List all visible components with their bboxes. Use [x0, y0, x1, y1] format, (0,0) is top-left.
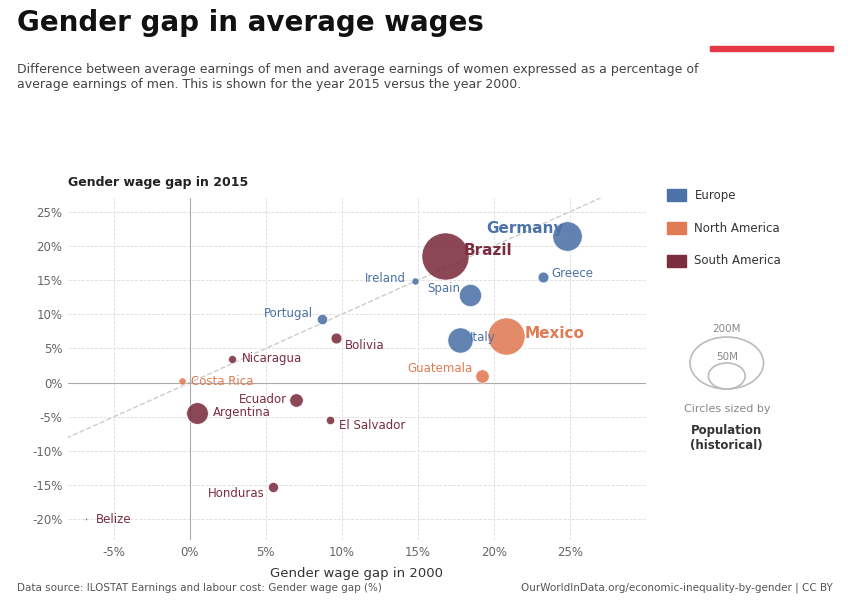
Point	[315, 314, 329, 324]
Text: Population
(historical): Population (historical)	[690, 424, 763, 452]
Text: Circles sized by: Circles sized by	[683, 404, 770, 414]
Text: OurWorldInData.org/economic-inequality-by-gender | CC BY: OurWorldInData.org/economic-inequality-b…	[521, 582, 833, 593]
FancyBboxPatch shape	[710, 46, 833, 51]
Point	[323, 415, 337, 425]
Text: Germany: Germany	[486, 221, 564, 236]
Point	[560, 231, 574, 241]
Point	[536, 272, 549, 281]
Point	[289, 395, 303, 404]
Text: Data source: ILOSTAT Earnings and labour cost: Gender wage gap (%): Data source: ILOSTAT Earnings and labour…	[17, 583, 382, 593]
Text: South America: South America	[694, 254, 781, 268]
Text: El Salvador: El Salvador	[339, 419, 405, 432]
Text: 50M: 50M	[716, 352, 738, 362]
Text: Difference between average earnings of men and average earnings of women express: Difference between average earnings of m…	[17, 63, 699, 91]
Text: Costa Rica: Costa Rica	[191, 375, 253, 388]
Point	[454, 335, 468, 345]
Point	[175, 377, 189, 386]
Point	[329, 334, 343, 343]
Point	[267, 482, 280, 491]
Text: North America: North America	[694, 221, 780, 235]
Text: Bolivia: Bolivia	[345, 338, 384, 352]
Text: Belize: Belize	[95, 513, 131, 526]
X-axis label: Gender wage gap in 2000: Gender wage gap in 2000	[270, 567, 444, 580]
Text: Argentina: Argentina	[212, 406, 270, 419]
Text: Greece: Greece	[552, 268, 593, 280]
Text: Ecuador: Ecuador	[239, 393, 287, 406]
Point	[462, 290, 476, 300]
Text: Guatemala: Guatemala	[407, 362, 473, 376]
Point	[439, 251, 452, 261]
Text: Italy: Italy	[469, 331, 496, 344]
Text: Ireland: Ireland	[365, 272, 405, 285]
Point	[190, 408, 204, 418]
Text: Brazil: Brazil	[463, 243, 512, 258]
Text: Our World: Our World	[738, 13, 805, 26]
Text: Mexico: Mexico	[524, 326, 584, 341]
Text: in Data: in Data	[747, 29, 796, 42]
Point	[225, 354, 239, 364]
Text: Gender gap in average wages: Gender gap in average wages	[17, 9, 484, 37]
Text: Gender wage gap in 2015: Gender wage gap in 2015	[68, 176, 248, 189]
Text: Europe: Europe	[694, 188, 736, 202]
Text: 200M: 200M	[712, 324, 741, 334]
Point	[475, 371, 489, 380]
Point	[79, 515, 93, 524]
Text: Spain: Spain	[428, 282, 461, 295]
Point	[408, 277, 422, 286]
Point	[499, 331, 513, 341]
Text: Nicaragua: Nicaragua	[241, 352, 302, 365]
Text: Honduras: Honduras	[207, 487, 264, 500]
Text: Portugal: Portugal	[264, 307, 313, 320]
